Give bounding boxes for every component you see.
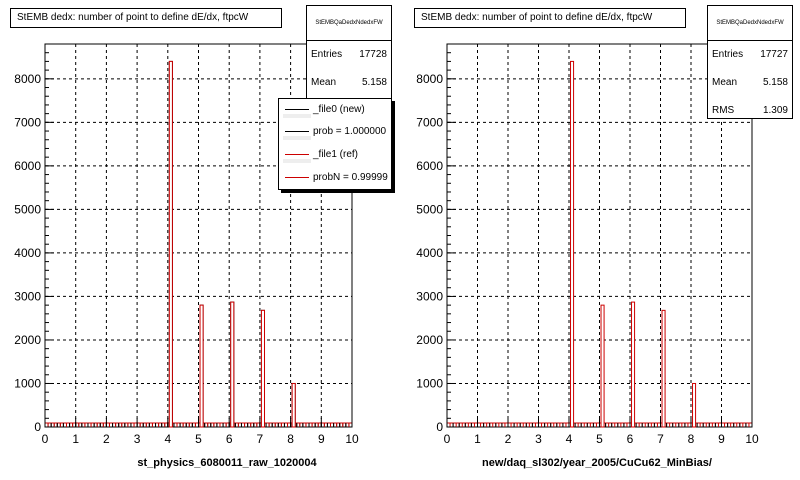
- plot2-stats-name: StEMBQaDedxNdedxFW: [708, 6, 792, 41]
- plot2-title-text: StEMB dedx: number of point to define dE…: [421, 12, 653, 23]
- plot2-xtick-label-7: 7: [657, 432, 664, 446]
- plot2-series-0-bar-2: [631, 301, 636, 428]
- legend-swatch-file0: [283, 114, 311, 118]
- plot1-stats-box: StEMBQaDedxNdedxFW Entries 17728 Mean 5.…: [306, 5, 392, 101]
- plot2-stats-entries-value: 17727: [760, 49, 788, 60]
- plot2-group: 0 1 2 3 4 5 6 7 8 9 10 0 1000 2000 3000 4000 5000 6000 700…: [416, 43, 759, 446]
- plot1-ytick-label-3: 3000: [14, 289, 41, 303]
- plot2-xtick-label-5: 5: [596, 432, 603, 446]
- plot2-series-0-bar-4: [692, 382, 697, 428]
- legend-label-file1: _file1 (ref): [313, 149, 359, 160]
- plot1-xtick-label-1: 1: [72, 432, 79, 446]
- plot2-ytick-label-5: 5000: [416, 202, 443, 216]
- plot1-ytick-label-2: 2000: [14, 333, 41, 347]
- plot1-group: 0 1 2 3 4 5 6 7 8 9 10 0 1000 2000 3000 4000 5000 6000 700…: [14, 43, 359, 446]
- plot2-xtick-label-2: 2: [505, 432, 512, 446]
- plot2-xtick-label-3: 3: [535, 432, 542, 446]
- plot1-stats-mean-row: Mean 5.158: [307, 69, 391, 97]
- plot2-xtick-label-6: 6: [627, 432, 634, 446]
- plot1-xtick-label-4: 4: [164, 432, 171, 446]
- plot1-ytick-label-5: 5000: [14, 202, 41, 216]
- legend-swatch-file1: [283, 159, 311, 163]
- legend-label-file0: _file0 (new): [313, 104, 365, 115]
- plot2-stats-box: StEMBQaDedxNdedxFW Entries 17727 Mean 5.…: [707, 5, 793, 119]
- plot1-stats-entries-value: 17728: [359, 49, 387, 60]
- legend-swatch-prob: [283, 136, 311, 140]
- legend-line-file0: [285, 109, 309, 110]
- plot1-stats-name: StEMBQaDedxNdedxFW: [307, 6, 391, 41]
- plot2-ytick-label-3: 3000: [416, 289, 443, 303]
- plot1-stats-entries-row: Entries 17728: [307, 41, 391, 69]
- plot1-xtick-label-6: 6: [226, 432, 233, 446]
- plot2-stats-mean-label: Mean: [712, 77, 738, 88]
- plot1-series-1-bar-0: [168, 60, 173, 428]
- legend-entry-file0: _file0 (new): [279, 99, 391, 121]
- plot1-ytick-label-4: 4000: [14, 246, 41, 260]
- plot1-stats-mean-label: Mean: [311, 77, 337, 88]
- plot1-ytick-label-1: 1000: [14, 376, 41, 390]
- plot1-xtick-label-5: 5: [195, 432, 202, 446]
- plot1-xaxis-title: st_physics_6080011_raw_1020004: [137, 457, 317, 469]
- plot1-stats-mean-value: 5.158: [361, 77, 387, 88]
- legend-label-prob: prob = 1.000000: [313, 126, 387, 137]
- plot1-series-1-bar-4: [291, 382, 296, 428]
- plot2-ytick-label-7: 7000: [416, 115, 443, 129]
- plot2-ytick-label-4: 4000: [416, 246, 443, 260]
- plot2-ytick-label-2: 2000: [416, 333, 443, 347]
- plot2-stats-entries-label: Entries: [712, 49, 744, 60]
- plot2-ytick-label-1: 1000: [416, 376, 443, 390]
- plot2-ytick-label-0: 0: [436, 420, 443, 434]
- plot2-xtick-label-10: 10: [745, 432, 759, 446]
- legend-entry-probn: probN = 0.99999: [279, 167, 391, 189]
- plot1-ytick-label-8: 8000: [14, 72, 41, 86]
- plot2-ytick-label-8: 8000: [416, 72, 443, 86]
- legend-line-probn: [285, 177, 309, 178]
- plot2-xtick-label-1: 1: [474, 432, 481, 446]
- plot1-series-1-bar-1: [199, 304, 204, 428]
- plot1-xtick-label-0: 0: [42, 432, 49, 446]
- legend-entry-prob: prob = 1.000000: [279, 121, 391, 143]
- plot1-xtick-label-2: 2: [103, 432, 110, 446]
- plot2-xtick-label-4: 4: [566, 432, 573, 446]
- plot1-legend: _file0 (new) prob = 1.000000 _file1 (ref…: [278, 98, 392, 190]
- legend-label-probn: probN = 0.99999: [313, 172, 388, 183]
- plot1-title: StEMB dedx: number of point to define dE…: [10, 8, 282, 28]
- plot1-stats-entries-label: Entries: [311, 49, 343, 60]
- plot1-xtick-label-9: 9: [318, 432, 325, 446]
- plot2-stats-mean-row: Mean 5.158: [708, 69, 792, 97]
- plot2-series-0-bar-3: [661, 309, 666, 428]
- plot2-series-0-bar-0: [570, 60, 575, 428]
- legend-line-file1: [285, 154, 309, 155]
- plot1-ytick-label-0: 0: [34, 420, 41, 434]
- plot1-xtick-label-3: 3: [134, 432, 141, 446]
- plot1-title-text: StEMB dedx: number of point to define dE…: [17, 12, 249, 23]
- plot2-stats-entries-row: Entries 17727: [708, 41, 792, 69]
- plot1-xtick-label-10: 10: [345, 432, 359, 446]
- plot2-xtick-label-0: 0: [444, 432, 451, 446]
- plot2-xtick-label-8: 8: [688, 432, 695, 446]
- plot2-ytick-label-6: 6000: [416, 159, 443, 173]
- plot2-title: StEMB dedx: number of point to define dE…: [414, 8, 686, 28]
- plot2-xtick-label-9: 9: [718, 432, 725, 446]
- plot1-series-1-bar-3: [260, 309, 266, 428]
- legend-entry-file1: _file1 (ref): [279, 144, 391, 166]
- plot1-ytick-label-6: 6000: [14, 159, 41, 173]
- plot1-xtick-label-8: 8: [287, 432, 294, 446]
- plot1-xtick-label-7: 7: [257, 432, 264, 446]
- plot2-xaxis-title: new/daq_sl302/year_2005/CuCu62_MinBias/: [482, 457, 712, 469]
- plot2-stats-rms-value: 1.309: [762, 105, 788, 116]
- legend-line-prob: [285, 131, 309, 132]
- plot1-ytick-label-7: 7000: [14, 115, 41, 129]
- plot2-stats-rms-label: RMS: [712, 105, 735, 116]
- plot2-series-0-bar-1: [600, 304, 605, 428]
- plot2-stats-rms-row: RMS 1.309: [708, 97, 792, 125]
- plot2-stats-mean-value: 5.158: [762, 77, 788, 88]
- plot1-series-1-bar-2: [230, 301, 235, 428]
